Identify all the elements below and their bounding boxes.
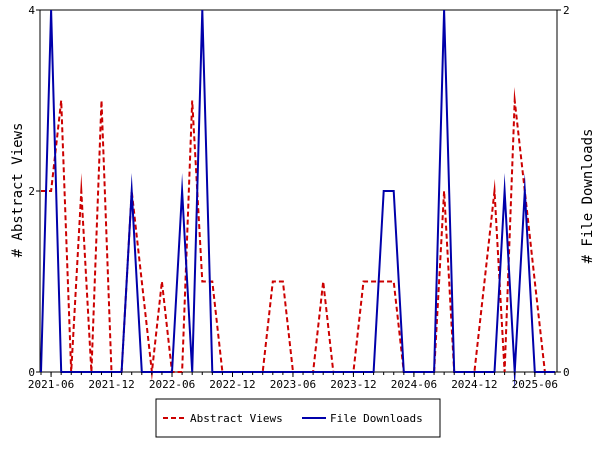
x-tick-label: 2023-12 bbox=[330, 378, 376, 391]
x-tick-label: 2025-06 bbox=[512, 378, 558, 391]
plot-frame bbox=[39, 9, 558, 373]
x-tick-label: 2021-12 bbox=[88, 378, 134, 391]
axis-layer: 0 2 4 0 2 2021-06 2021-12 2022-06 2022-12 2023-06… bbox=[28, 4, 570, 391]
y-tick-label: 4 bbox=[28, 4, 35, 17]
y2-axis-title: # File Downloads bbox=[580, 129, 596, 264]
y-tick-label: 2 bbox=[28, 185, 35, 198]
legend-label-file-downloads: File Downloads bbox=[330, 412, 423, 425]
legend-box bbox=[155, 398, 441, 438]
plot-area bbox=[39, 9, 558, 373]
series-line-file-downloads bbox=[40, 9, 555, 390]
x-tick-label: 2022-06 bbox=[149, 378, 195, 391]
x-tick-label: 2023-06 bbox=[270, 378, 316, 391]
x-tick-label: 2024-12 bbox=[451, 378, 497, 391]
series-layer bbox=[40, 9, 555, 390]
x-tick-label: 2021-06 bbox=[28, 378, 74, 391]
y2-tick-label: 0 bbox=[563, 366, 570, 379]
y2-tick-label: 2 bbox=[563, 4, 570, 17]
x-tick-label: 2022-12 bbox=[209, 378, 255, 391]
y-tick-label: 0 bbox=[28, 366, 35, 379]
legend-label-abstract-views: Abstract Views bbox=[190, 412, 283, 425]
x-tick-label: 2024-06 bbox=[391, 378, 437, 391]
legend: Abstract Views File Downloads bbox=[155, 398, 441, 438]
y-axis-title: # Abstract Views bbox=[10, 123, 26, 258]
